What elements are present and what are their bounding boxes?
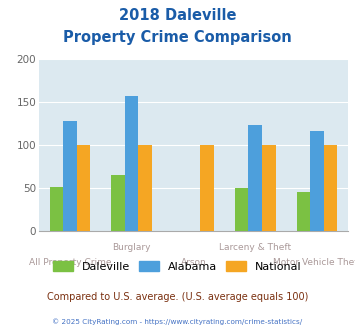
- Bar: [297, 192, 310, 231]
- Bar: [77, 145, 90, 231]
- Bar: [63, 121, 77, 231]
- Text: Arson: Arson: [181, 258, 206, 267]
- Bar: [50, 187, 63, 231]
- Bar: [111, 175, 125, 231]
- Text: Motor Vehicle Theft: Motor Vehicle Theft: [273, 258, 355, 267]
- Legend: Daleville, Alabama, National: Daleville, Alabama, National: [49, 256, 306, 276]
- Bar: [324, 145, 337, 231]
- Text: © 2025 CityRating.com - https://www.cityrating.com/crime-statistics/: © 2025 CityRating.com - https://www.city…: [53, 318, 302, 325]
- Bar: [248, 125, 262, 231]
- Text: Property Crime Comparison: Property Crime Comparison: [63, 30, 292, 45]
- Text: Burglary: Burglary: [113, 243, 151, 252]
- Text: 2018 Daleville: 2018 Daleville: [119, 8, 236, 23]
- Bar: [125, 96, 138, 231]
- Bar: [262, 145, 275, 231]
- Bar: [310, 131, 324, 231]
- Text: Compared to U.S. average. (U.S. average equals 100): Compared to U.S. average. (U.S. average …: [47, 292, 308, 302]
- Text: All Property Crime: All Property Crime: [29, 258, 111, 267]
- Bar: [235, 188, 248, 231]
- Bar: [200, 145, 214, 231]
- Text: Larceny & Theft: Larceny & Theft: [219, 243, 291, 252]
- Bar: [138, 145, 152, 231]
